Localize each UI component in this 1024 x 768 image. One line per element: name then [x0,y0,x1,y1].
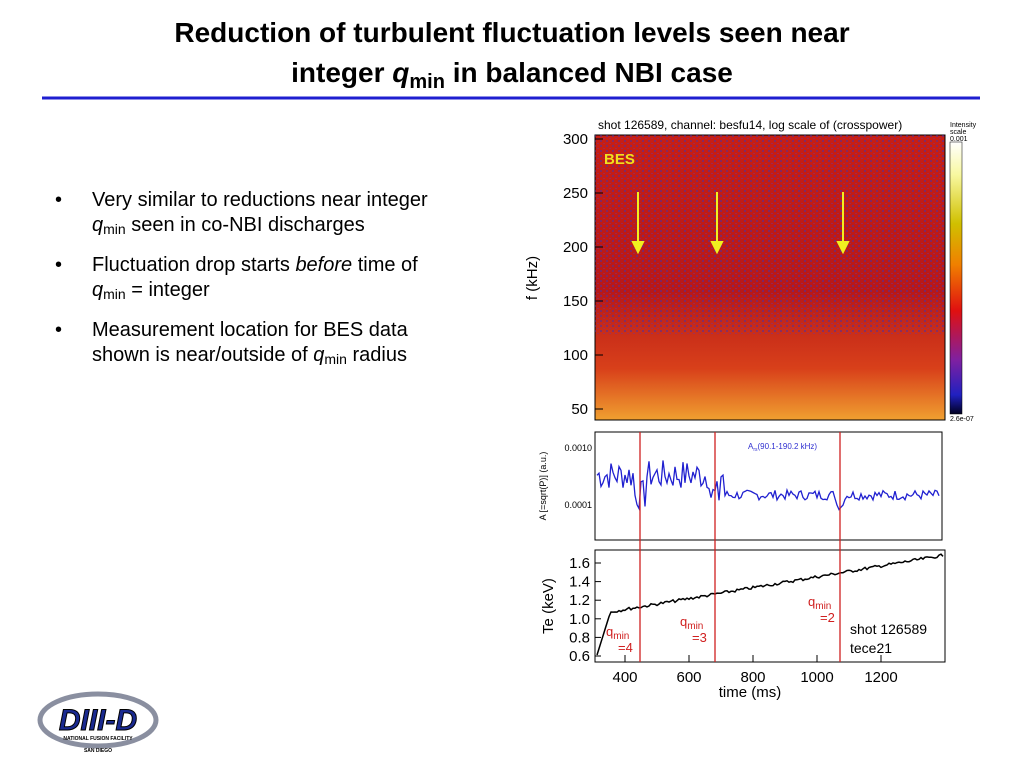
bullet: Measurement location for BES data shown … [55,318,455,372]
x-ticks: 400 600 800 1000 1200 [612,655,898,686]
y-tick-label: 50 [571,401,588,418]
qmin-eq: =4 [618,640,633,655]
spectrogram-noise [595,135,945,335]
spectrogram-title: shot 126589, channel: besfu14, log scale… [598,118,902,132]
y-tick-label: 150 [563,293,588,310]
title-line: Reduction of turbulent fluctuation level… [174,17,849,48]
logo-name: DIII-D [59,704,137,737]
y-tick-label: 0.0001 [564,500,592,510]
shot-label: shot 126589 [850,621,927,637]
y-tick-label: 1.2 [569,592,590,609]
bes-label: BES [604,151,635,168]
y-tick-label: 1.0 [569,611,590,628]
bullet-text: min [103,286,126,302]
channel-label: tece21 [850,640,892,656]
legend: Ars(90.1-190.2 kHz) [748,442,817,453]
bullet-text: Measurement location for BES data shown … [92,319,408,366]
bullet-text: q [92,279,104,301]
colorbar-title: Intensity [950,122,977,129]
bullet-text: = integer [125,279,210,301]
bullet-text: Very similar to reductions near integer [92,189,428,211]
qmin-lines [639,432,841,662]
y-tick-label: 300 [563,131,588,148]
legend-text: (90.1-190.2 kHz) [758,442,818,451]
title-text: integer [291,57,392,88]
y-tick-label: 0.8 [569,629,590,646]
bullet: Very similar to reductions near integer … [55,188,455,242]
x-tick-label: 400 [612,669,637,686]
bullet-text: time of [352,254,418,276]
bullet: Fluctuation drop starts before time of q… [55,253,455,307]
logo-text: NATIONAL FUSION FACILITY [63,736,133,742]
temperature-plot [594,549,946,663]
bullet-text: seen in co-NBI discharges [125,214,365,236]
x-tick-label: 1200 [864,669,897,686]
y-tick-label: 250 [563,185,588,202]
y-tick-label: 1.4 [569,574,590,591]
qmin-label: qmin [808,594,831,612]
y-axis-label: Te (keV) [540,578,557,634]
bullet-text: Fluctuation drop starts [92,254,296,276]
q: q [606,624,613,639]
x-axis-label: time (ms) [719,684,782,701]
bullet-text: radius [346,344,407,366]
q: q [808,594,815,609]
colorbar-title: scale [950,129,966,136]
x-tick-label: 600 [676,669,701,686]
y-axis-label: A [=sqrt(P)] (a.u.) [538,452,548,521]
amplitude-plot [594,431,943,541]
title-sub: min [409,71,445,93]
y-tick-label: 1.6 [569,555,590,572]
amplitude-trace [596,460,940,511]
temperature-trace [596,553,944,656]
colorbar [949,141,963,415]
bullet-text: min [103,221,126,237]
sub: min [687,621,703,632]
colorbar-min: 2.6e-07 [950,416,974,423]
y-ticks: 300 250 200 150 100 50 [563,131,603,418]
bullet-text: q [313,344,325,366]
q: q [680,614,687,629]
qmin-eq: =3 [692,630,707,645]
y-axis-label: f (kHz) [524,256,541,300]
title-line: integer qmin in balanced NBI case [291,57,733,93]
y-tick-label: 0.6 [569,648,590,665]
bullet-text: q [92,214,104,236]
legend-text: A [748,442,754,451]
qmin-label: qmin [606,624,629,642]
sub: min [815,601,831,612]
logo-text: SAN DIEGO [84,748,112,754]
title-q: q [392,57,409,88]
bullet-text: min [324,351,347,367]
qmin-label: qmin [680,614,703,632]
qmin-eq: =2 [820,610,835,625]
logo: DIII-D NATIONAL FUSION FACILITY SAN DIEG… [37,691,159,754]
bullet-text: before [295,254,353,276]
y-tick-label: 0.0010 [564,443,592,453]
y-ticks: 1.6 1.41.2 1.00.8 0.6 [569,555,601,665]
y-tick-label: 200 [563,239,588,256]
arrows [631,192,850,255]
x-tick-label: 800 [740,669,765,686]
legend-sub: rs [753,447,758,453]
colorbar-max: 0.001 [950,136,968,143]
y-tick-label: 100 [563,347,588,364]
x-tick-label: 1000 [800,669,833,686]
bullet-list: Very similar to reductions near integer … [55,188,455,383]
sub: min [613,631,629,642]
title-text: in balanced NBI case [445,57,733,88]
